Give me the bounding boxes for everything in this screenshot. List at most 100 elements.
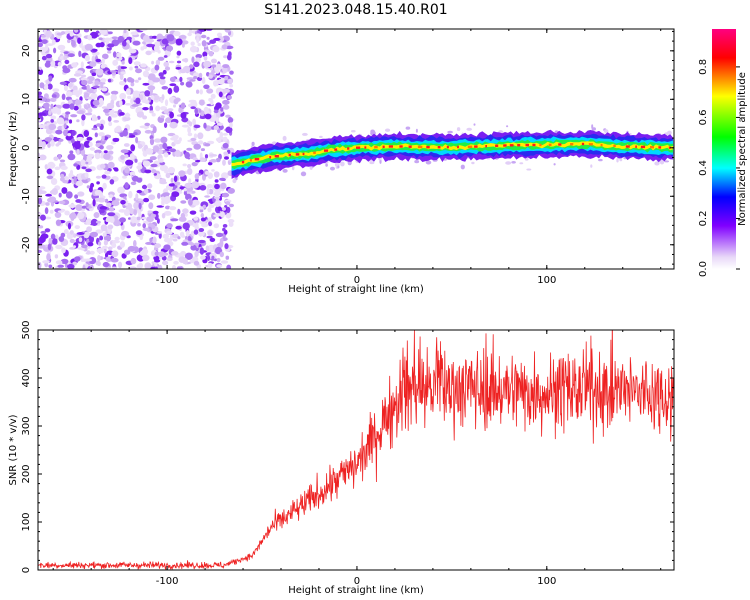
noise-speckle — [79, 96, 83, 102]
noise-speckle — [40, 233, 49, 239]
noise-speckle — [180, 112, 187, 119]
noise-speckle — [176, 55, 180, 59]
noise-speckle — [40, 230, 47, 234]
noise-speckle — [169, 206, 177, 211]
noise-speckle — [209, 237, 216, 242]
noise-speckle — [52, 88, 60, 92]
noise-speckle — [162, 260, 169, 266]
noise-speckle — [94, 80, 100, 86]
signal-peak — [408, 145, 412, 148]
noise-speckle — [89, 147, 95, 151]
noise-speckle — [164, 122, 168, 128]
noise-speckle — [220, 107, 224, 112]
noise-speckle — [103, 248, 107, 254]
noise-speckle — [145, 148, 154, 155]
noise-speckle — [76, 119, 80, 123]
noise-speckle — [189, 45, 198, 53]
noise-speckle — [41, 34, 46, 38]
noise-speckle — [107, 43, 115, 48]
noise-speckle — [199, 247, 205, 255]
noise-speckle — [76, 136, 84, 142]
noise-speckle — [144, 262, 152, 269]
noise-speckle — [69, 238, 75, 244]
noise-speckle — [81, 244, 88, 249]
noise-speckle — [130, 31, 139, 36]
noise-speckle — [38, 188, 43, 195]
noise-speckle — [95, 58, 102, 63]
noise-speckle — [98, 32, 102, 36]
noise-speckle — [75, 180, 84, 187]
noise-speckle — [107, 246, 113, 251]
noise-speckle — [114, 236, 120, 241]
noise-speckle — [91, 116, 98, 122]
noise-speckle — [112, 59, 119, 66]
signal-peak — [249, 159, 252, 162]
noise-speckle — [176, 50, 182, 56]
noise-speckle — [96, 247, 105, 254]
signal-halo — [659, 159, 665, 165]
noise-speckle — [107, 224, 114, 230]
noise-speckle — [143, 220, 148, 224]
signal-peak — [588, 143, 593, 146]
noise-speckle — [76, 232, 85, 235]
noise-speckle — [173, 30, 181, 37]
noise-speckle — [227, 53, 232, 61]
noise-speckle — [214, 183, 220, 190]
noise-speckle — [149, 156, 157, 161]
noise-speckle — [157, 192, 161, 199]
noise-speckle — [173, 175, 178, 183]
noise-speckle — [89, 250, 95, 255]
noise-speckle — [86, 226, 92, 233]
noise-speckle — [224, 156, 229, 160]
noise-speckle — [58, 236, 65, 242]
noise-speckle — [222, 224, 228, 228]
noise-speckle — [113, 219, 122, 227]
noise-speckle — [177, 236, 181, 240]
noise-speckle — [50, 178, 58, 185]
noise-speckle — [225, 201, 231, 206]
noise-speckle — [100, 224, 108, 232]
noise-speckle — [169, 83, 177, 87]
noise-speckle — [81, 166, 87, 170]
noise-speckle — [182, 208, 189, 214]
noise-speckle — [74, 194, 79, 199]
signal-peak — [313, 151, 316, 154]
noise-speckle — [149, 87, 153, 95]
signal-halo — [447, 130, 453, 134]
noise-speckle — [159, 78, 166, 85]
noise-speckle — [217, 78, 225, 85]
noise-speckle — [128, 190, 133, 199]
signal-peak — [517, 144, 521, 147]
signal-halo — [369, 161, 375, 165]
noise-speckle — [221, 44, 228, 50]
noise-speckle — [107, 116, 112, 122]
noise-speckle — [213, 223, 220, 229]
noise-speckle — [136, 111, 144, 118]
noise-speckle — [73, 105, 79, 111]
signal-peak — [495, 144, 499, 147]
noise-speckle — [110, 70, 118, 73]
noise-speckle — [89, 61, 97, 67]
noise-speckle — [180, 81, 185, 86]
noise-speckle — [203, 60, 212, 68]
signal-halo — [456, 127, 461, 132]
noise-speckle — [206, 255, 211, 261]
noise-speckle — [129, 66, 133, 71]
signal-peak — [437, 146, 441, 149]
noise-speckle — [59, 81, 67, 86]
signal-halo — [590, 164, 593, 168]
noise-speckle — [119, 241, 125, 248]
noise-speckle — [84, 54, 90, 62]
noise-speckle — [202, 51, 208, 58]
noise-speckle — [76, 149, 80, 156]
snr-x-tick-label: 100 — [537, 576, 556, 587]
noise-speckle — [67, 82, 73, 88]
noise-speckle — [83, 231, 90, 239]
noise-speckle — [60, 258, 69, 264]
noise-speckle — [220, 182, 227, 190]
noise-speckle — [103, 153, 111, 160]
noise-speckle — [222, 99, 230, 105]
noise-speckle — [39, 154, 47, 161]
noise-speckle — [108, 194, 114, 199]
